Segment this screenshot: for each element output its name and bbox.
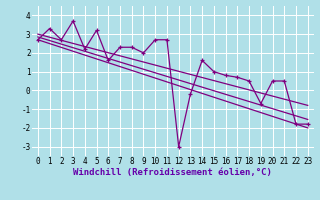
X-axis label: Windchill (Refroidissement éolien,°C): Windchill (Refroidissement éolien,°C) — [73, 168, 272, 177]
